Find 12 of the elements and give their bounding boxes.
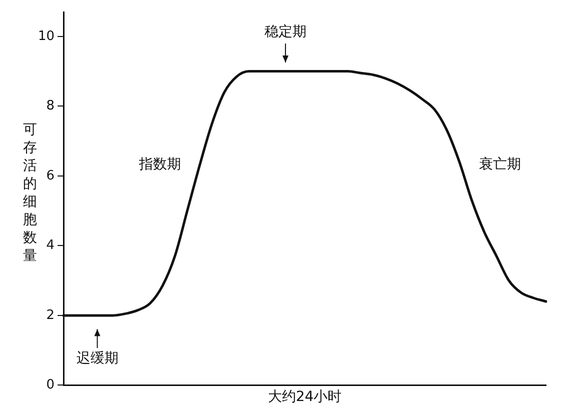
annotation: 衰亡期: [479, 156, 522, 173]
y-tick-label: 0: [46, 378, 55, 393]
annotation: 指数期: [138, 156, 182, 173]
y-axis-title: 可存活的细胞数量: [23, 122, 37, 264]
x-axis-title: 大约24小时: [268, 389, 342, 406]
y-tick-label: 6: [46, 168, 55, 184]
y-tick-label: 10: [38, 28, 55, 44]
y-tick-label: 2: [46, 308, 55, 323]
annotation: 迟缓期: [76, 350, 118, 367]
y-tick-label: 4: [46, 238, 55, 254]
y-tick-label: 8: [46, 98, 55, 114]
annotation: 稳定期: [264, 24, 306, 40]
